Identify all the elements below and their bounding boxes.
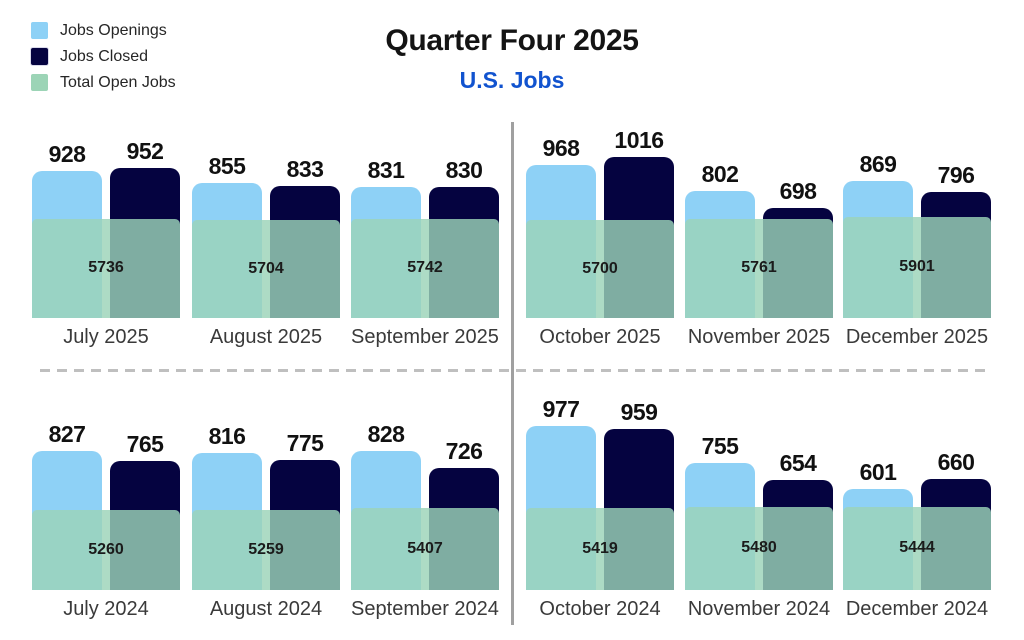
openings-value-label: 827 xyxy=(48,421,86,447)
month-label: December 2025 xyxy=(845,326,989,348)
legend-item-jobs-openings: Jobs Openings xyxy=(31,22,176,39)
month-group: 827 765 5260 July 2024 xyxy=(32,290,180,630)
month-group: 977 959 5419 October 2024 xyxy=(526,290,674,630)
openings-value-label: 977 xyxy=(542,396,580,422)
closed-value-label: 654 xyxy=(779,450,817,476)
month-label: November 2025 xyxy=(687,326,831,348)
total-open-value-label: 5761 xyxy=(741,259,777,276)
month-plot: 601 660 5444 xyxy=(843,290,991,590)
month-group: 928 952 5736 July 2025 xyxy=(32,18,180,358)
month-label: July 2024 xyxy=(63,598,149,620)
openings-value-label: 831 xyxy=(367,157,405,183)
legend-label: Jobs Openings xyxy=(60,22,167,39)
month-label: August 2025 xyxy=(209,326,323,348)
month-label: October 2024 xyxy=(539,598,661,620)
total-open-value-label: 5704 xyxy=(248,260,284,277)
month-label: July 2025 xyxy=(63,326,149,348)
openings-value-label: 855 xyxy=(208,153,246,179)
month-group: 601 660 5444 December 2024 xyxy=(843,290,991,630)
closed-value-label: 833 xyxy=(286,156,324,182)
total-open-overlay xyxy=(32,219,180,318)
total-open-overlay xyxy=(685,219,833,318)
legend-label: Jobs Closed xyxy=(60,48,149,65)
month-group: 802 698 5761 November 2025 xyxy=(685,18,833,358)
closed-value-label: 765 xyxy=(126,431,164,457)
total-open-overlay xyxy=(526,508,674,590)
total-open-value-label: 5480 xyxy=(741,539,777,556)
legend: Jobs Openings Jobs Closed Total Open Job… xyxy=(31,22,176,100)
closed-value-label: 796 xyxy=(937,162,975,188)
closed-value-label: 726 xyxy=(445,438,483,464)
month-group: 855 833 5704 August 2025 xyxy=(192,18,340,358)
total-open-overlay xyxy=(32,510,180,590)
total-open-value-label: 5407 xyxy=(407,540,443,557)
legend-item-total-open-jobs: Total Open Jobs xyxy=(31,74,176,91)
total-open-value-label: 5742 xyxy=(407,259,443,276)
month-group: 828 726 5407 September 2024 xyxy=(351,290,499,630)
month-plot: 855 833 5704 xyxy=(192,18,340,318)
total-open-overlay xyxy=(351,508,499,590)
total-open-overlay xyxy=(685,507,833,590)
month-group: 869 796 5901 December 2025 xyxy=(843,18,991,358)
openings-value-label: 928 xyxy=(48,141,86,167)
legend-label: Total Open Jobs xyxy=(60,74,176,91)
month-group: 831 830 5742 September 2025 xyxy=(351,18,499,358)
month-plot: 977 959 5419 xyxy=(526,290,674,590)
total-open-value-label: 5901 xyxy=(899,258,935,275)
total-open-value-label: 5259 xyxy=(248,541,284,558)
closed-value-label: 830 xyxy=(445,157,483,183)
total-open-overlay xyxy=(192,220,340,318)
openings-value-label: 828 xyxy=(367,421,405,447)
closed-value-label: 660 xyxy=(937,449,975,475)
month-group: 816 775 5259 August 2024 xyxy=(192,290,340,630)
closed-value-label: 952 xyxy=(126,138,164,164)
month-label: August 2024 xyxy=(209,598,323,620)
total-open-overlay xyxy=(526,220,674,318)
total-open-overlay xyxy=(192,510,340,590)
month-plot: 928 952 5736 xyxy=(32,18,180,318)
total-open-overlay xyxy=(843,507,991,590)
quadrant-divider-vertical xyxy=(511,122,514,625)
month-plot: 802 698 5761 xyxy=(685,18,833,318)
total-open-jobs-swatch-icon xyxy=(31,74,48,91)
openings-value-label: 869 xyxy=(859,151,897,177)
openings-value-label: 968 xyxy=(542,135,580,161)
closed-value-label: 698 xyxy=(779,178,817,204)
quadrant-divider-horizontal xyxy=(40,369,985,372)
closed-value-label: 775 xyxy=(286,430,324,456)
closed-value-label: 959 xyxy=(620,399,658,425)
jobs-openings-swatch-icon xyxy=(31,22,48,39)
openings-value-label: 755 xyxy=(701,433,739,459)
month-plot: 831 830 5742 xyxy=(351,18,499,318)
month-label: December 2024 xyxy=(845,598,989,620)
total-open-overlay xyxy=(351,219,499,318)
openings-value-label: 601 xyxy=(859,459,897,485)
total-open-value-label: 5444 xyxy=(899,539,935,556)
month-plot: 968 1016 5700 xyxy=(526,18,674,318)
month-label: November 2024 xyxy=(687,598,831,620)
total-open-value-label: 5419 xyxy=(582,540,618,557)
month-group: 968 1016 5700 October 2025 xyxy=(526,18,674,358)
jobs-closed-swatch-icon xyxy=(31,48,48,65)
openings-value-label: 802 xyxy=(701,161,739,187)
closed-value-label: 1016 xyxy=(614,127,664,153)
month-group: 755 654 5480 November 2024 xyxy=(685,290,833,630)
month-plot: 827 765 5260 xyxy=(32,290,180,590)
month-plot: 816 775 5259 xyxy=(192,290,340,590)
month-plot: 828 726 5407 xyxy=(351,290,499,590)
total-open-overlay xyxy=(843,217,991,318)
month-label: October 2025 xyxy=(539,326,661,348)
month-plot: 869 796 5901 xyxy=(843,18,991,318)
month-label: September 2025 xyxy=(351,326,499,348)
month-plot: 755 654 5480 xyxy=(685,290,833,590)
legend-item-jobs-closed: Jobs Closed xyxy=(31,48,176,65)
total-open-value-label: 5260 xyxy=(88,541,124,558)
month-label: September 2024 xyxy=(351,598,499,620)
openings-value-label: 816 xyxy=(208,423,246,449)
total-open-value-label: 5700 xyxy=(582,260,618,277)
total-open-value-label: 5736 xyxy=(88,259,124,276)
